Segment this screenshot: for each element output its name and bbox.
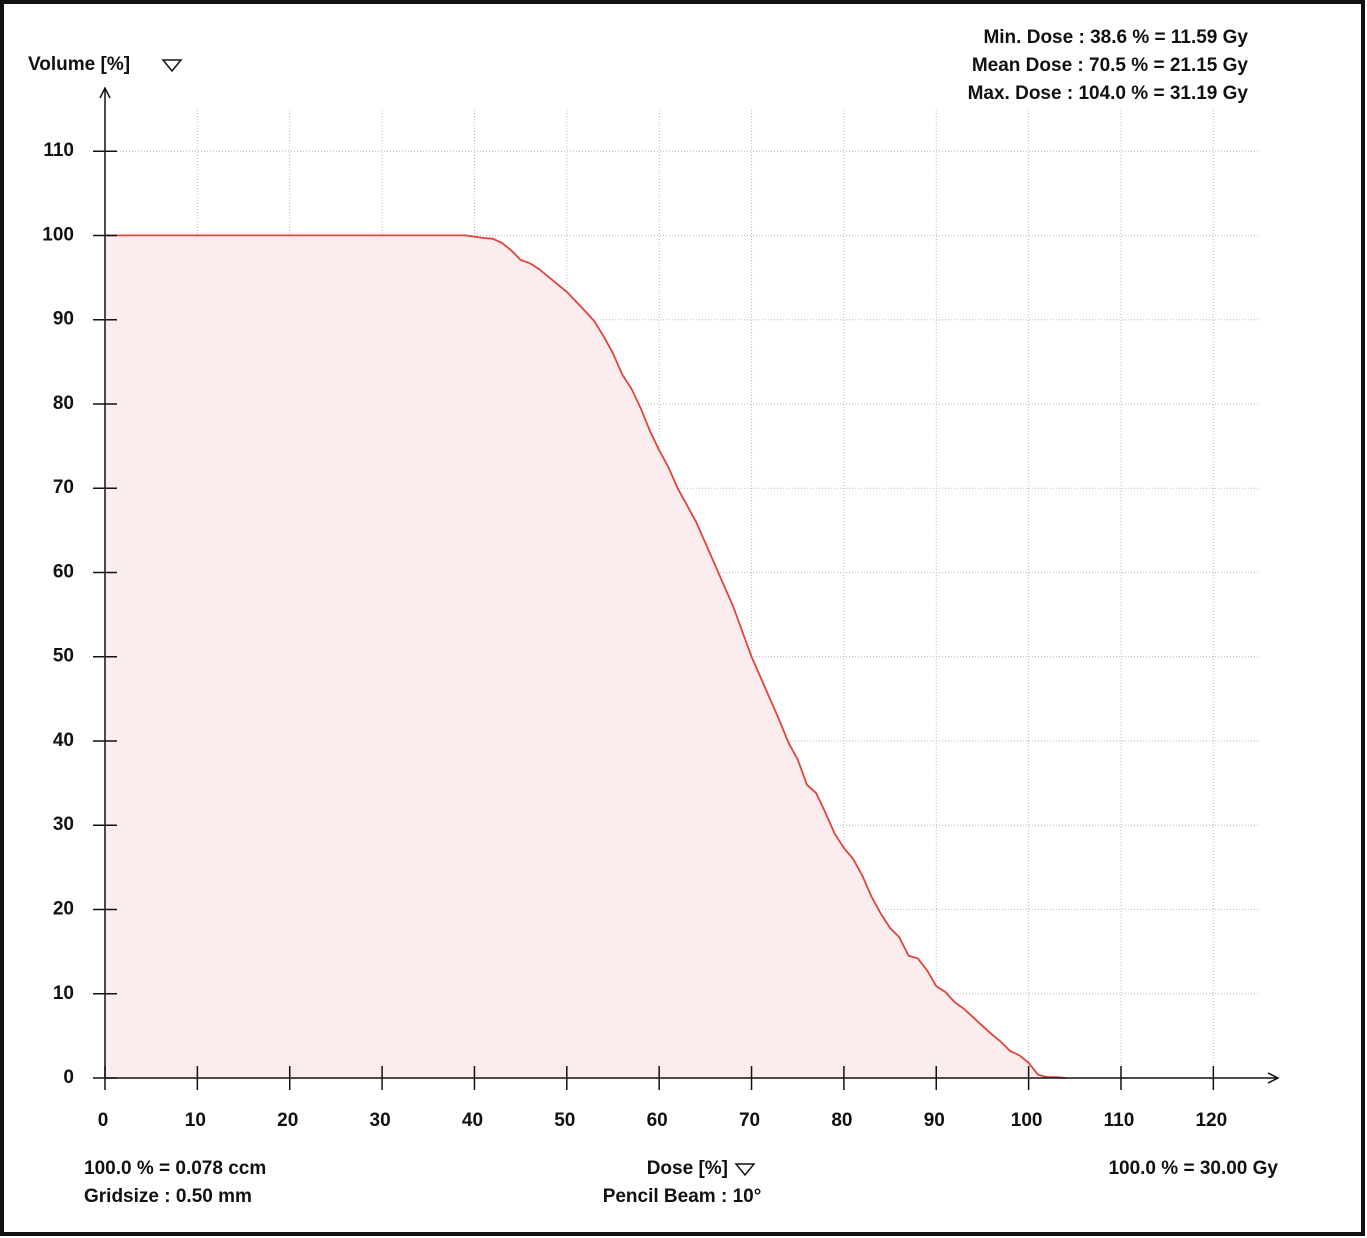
y-tick-label: 40	[53, 730, 74, 751]
dvh-line	[105, 234, 1066, 1079]
footer-text: Gridsize : 0.50 mm	[84, 1186, 252, 1207]
y-tick-label: 110	[43, 140, 74, 161]
x-tick-label: 90	[924, 1110, 945, 1131]
stat-text: Min. Dose : 38.6 % = 11.59 Gy	[983, 27, 1248, 48]
x-tick-label: 20	[277, 1110, 298, 1131]
x-tick-label: 110	[1104, 1110, 1135, 1131]
x-tick-label: 0	[98, 1110, 109, 1131]
y-tick-label: 0	[63, 1067, 74, 1088]
y-tick-label: 80	[53, 393, 74, 414]
x-tick-label: 70	[739, 1110, 760, 1131]
y-axis-label: Volume [%]	[28, 54, 130, 75]
dropdown-icon[interactable]	[734, 1163, 756, 1177]
footer-text: 100.0 % = 30.00 Gy	[1108, 1158, 1278, 1179]
y-tick-label: 90	[53, 309, 74, 330]
y-axis-arrow	[99, 86, 111, 99]
x-axis-note: Pencil Beam : 10°	[603, 1186, 762, 1207]
y-tick-label: 30	[53, 814, 74, 835]
y-tick-label: 70	[53, 477, 74, 498]
footer-text: 100.0 % = 0.078 ccm	[84, 1158, 266, 1179]
x-tick-label: 120	[1195, 1110, 1227, 1131]
x-tick-label: 80	[831, 1110, 852, 1131]
y-tick-label: 60	[53, 561, 74, 582]
x-tick-label: 30	[370, 1110, 391, 1131]
x-tick-label: 10	[185, 1110, 206, 1131]
x-axis-arrow	[1267, 1072, 1280, 1084]
x-tick-label: 100	[1011, 1110, 1043, 1131]
stat-text: Mean Dose : 70.5 % = 21.15 Gy	[972, 55, 1249, 76]
plot-area: 0 10 20 30 40 50 60 70 80 90 100 110 0 10 20 30 40 50 60 70…	[42, 86, 1280, 1131]
x-tick-label: 50	[554, 1110, 575, 1131]
x-tick-label: 40	[462, 1110, 483, 1131]
y-tick-label: 100	[42, 224, 74, 245]
area-fill	[105, 235, 1066, 1078]
x-axis-label: Dose [%]	[647, 1158, 728, 1179]
stat-text: Max. Dose : 104.0 % = 31.19 Gy	[968, 83, 1249, 104]
dropdown-icon[interactable]	[161, 59, 183, 73]
y-tick-label: 20	[53, 899, 74, 920]
y-tick-label: 50	[53, 646, 74, 667]
y-tick-label: 10	[53, 983, 74, 1004]
x-tick-label: 60	[647, 1110, 668, 1131]
